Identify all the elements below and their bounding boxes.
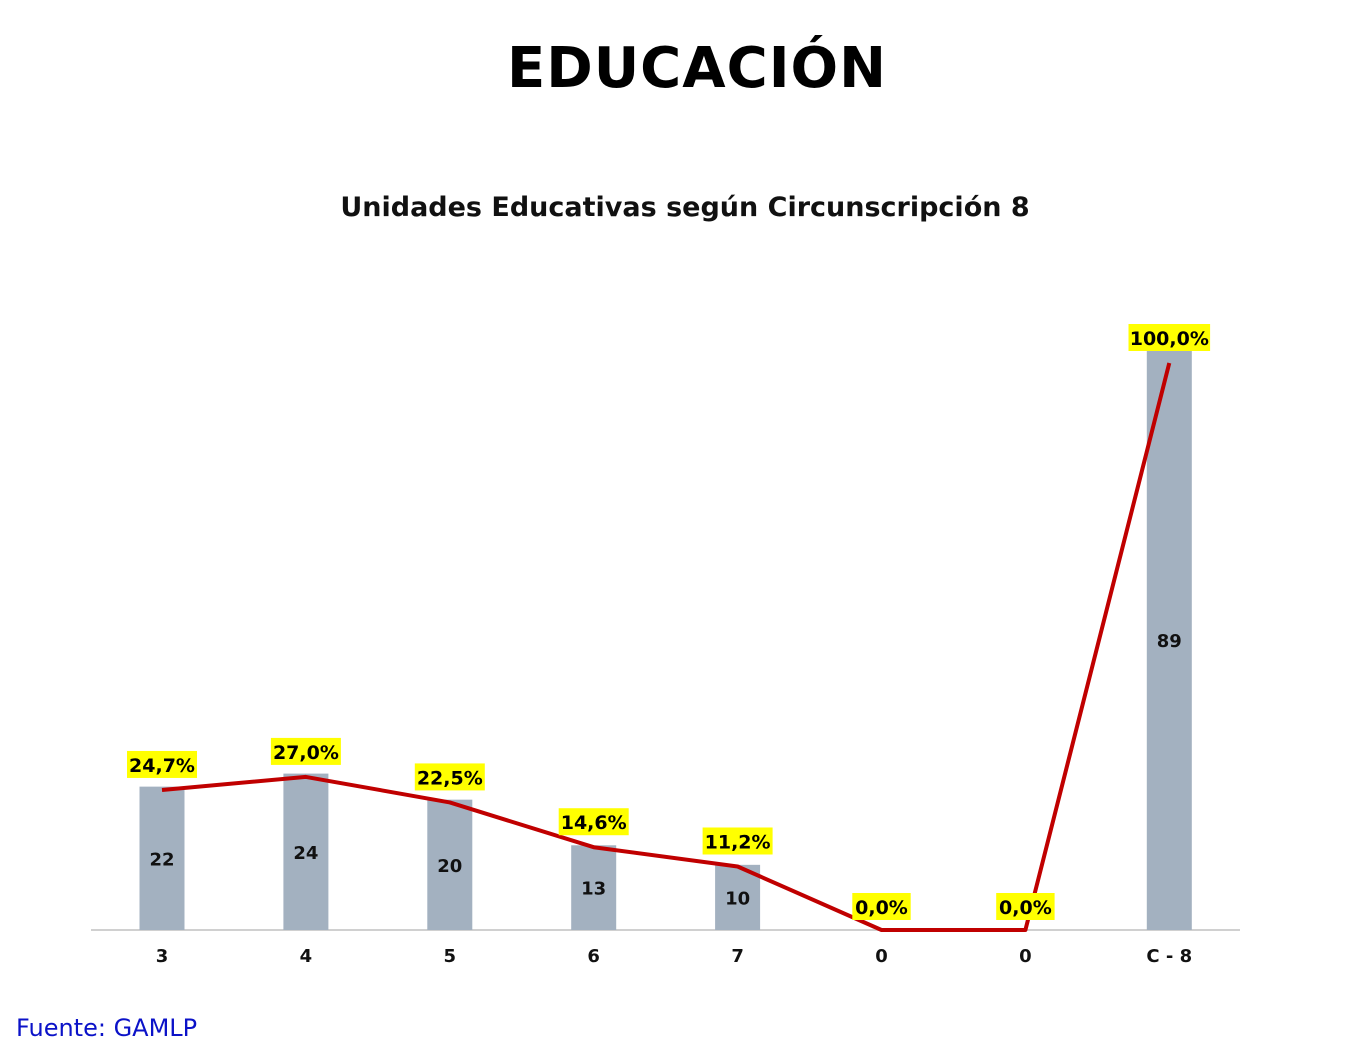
percentage-label-bg-8: [1128, 324, 1211, 351]
bar-value-label-2: 24: [293, 843, 318, 864]
bar-value-label-4: 13: [581, 879, 606, 900]
bar-2: [283, 773, 329, 930]
bar-5: [715, 864, 761, 930]
bar-value-label-5: 10: [725, 888, 750, 909]
percentage-label-5: 11,2%: [705, 831, 771, 853]
percentage-label-1: 24,7%: [129, 755, 195, 777]
percentage-labels-group: 24,7% 27,0% 22,5% 14,6% 11,2% 0,0% 0,0% 100,0%: [127, 324, 1211, 920]
x-tick-label-2: 4: [300, 946, 313, 967]
percentage-label-3: 22,5%: [417, 767, 483, 789]
percentage-label-bg-7: [996, 893, 1055, 920]
bar-value-label-3: 20: [437, 856, 462, 877]
bar-value-label-1: 22: [149, 849, 174, 870]
chart-title: Unidades Educativas según Circunscripció…: [340, 192, 1030, 223]
percentage-label-7: 0,0%: [999, 897, 1052, 919]
percentage-label-6: 0,0%: [855, 897, 908, 919]
bar-value-label-8: 89: [1157, 631, 1182, 652]
x-tick-label-1: 3: [156, 946, 169, 967]
x-tick-labels-group: 3 4 5 6 7 0 0 C - 8: [156, 946, 1192, 967]
bars-group: [139, 350, 1192, 930]
percentage-label-bg-6: [852, 893, 911, 920]
percentage-label-bg-3: [414, 763, 485, 791]
bar-1: [139, 786, 185, 930]
source-note: Fuente: GAMLP: [16, 1014, 198, 1042]
percentage-label-bg-2: [270, 737, 341, 765]
percentage-label-4: 14,6%: [561, 812, 627, 834]
bar-labels-group: 22 24 20 13 10 89: [149, 631, 1181, 909]
page-title: EDUCACIÓN: [506, 36, 888, 101]
x-tick-label-3: 5: [444, 946, 457, 967]
x-tick-label-5: 7: [731, 946, 744, 967]
percentage-label-bg-5: [702, 827, 773, 855]
x-tick-label-4: 6: [587, 946, 600, 967]
percentage-line: [161, 362, 1172, 932]
x-tick-label-8: C - 8: [1146, 946, 1192, 967]
x-tick-label-6: 0: [875, 946, 888, 967]
bar-8: [1146, 350, 1192, 930]
bar-3: [427, 799, 473, 930]
percentage-label-bg-1: [127, 750, 197, 778]
percentage-label-2: 27,0%: [273, 742, 339, 764]
percentage-label-bg-4: [558, 808, 629, 836]
bar-4: [571, 845, 617, 930]
x-tick-label-7: 0: [1019, 946, 1032, 967]
percentage-label-8: 100,0%: [1130, 328, 1209, 350]
